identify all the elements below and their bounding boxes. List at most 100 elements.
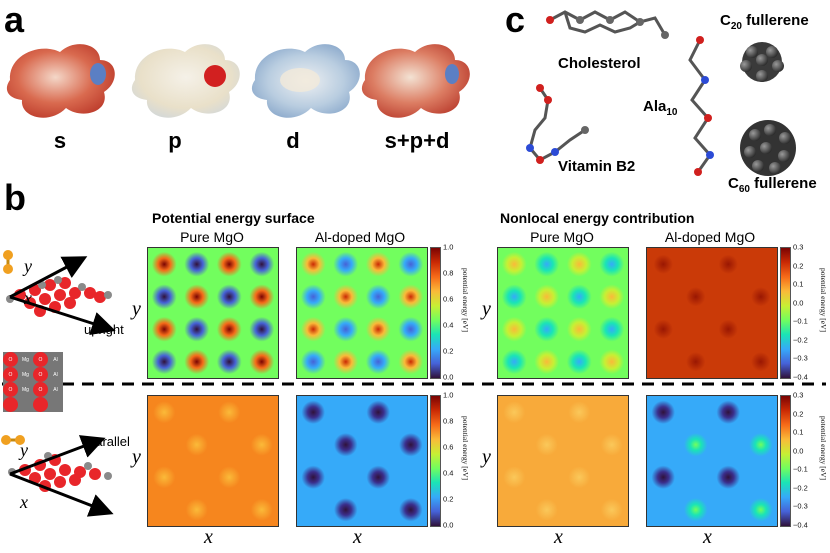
colorbar-tick: 0.2 bbox=[443, 346, 454, 356]
colorbar-tick: 1.0 bbox=[443, 390, 454, 400]
colorbar-nl-upright bbox=[780, 247, 791, 379]
colorbar-tick: 0.8 bbox=[443, 416, 454, 426]
orbital-label-d: d bbox=[286, 128, 300, 153]
y-axis-label-nl-upright: y bbox=[482, 298, 491, 320]
upright-substrate-atoms bbox=[6, 276, 112, 317]
colorbar-tick: −0.4 bbox=[793, 372, 808, 382]
colorbar-tick: 1.0 bbox=[443, 242, 454, 252]
x-axis-label-nl-al: x bbox=[703, 526, 712, 548]
upright-adsorption-schematic bbox=[3, 250, 116, 335]
orbital-spd-surface bbox=[361, 44, 470, 118]
lattice-atom: O bbox=[3, 382, 18, 397]
colorbar-tick: 0.0 bbox=[793, 446, 804, 456]
vitamin-b2-molecule bbox=[526, 84, 589, 164]
x-axis-label-pes-al: x bbox=[353, 526, 362, 548]
parallel-y-arrow bbox=[9, 435, 106, 476]
heatmap-nl-al-upright bbox=[646, 247, 778, 379]
dashed-separator bbox=[2, 382, 826, 386]
colorbar-tick: 0.3 bbox=[793, 242, 804, 252]
orbital-label-p: p bbox=[168, 128, 182, 153]
colorbar-label-nl-upright: potential energy [eV] bbox=[819, 268, 828, 333]
heatmap-pes-al-parallel bbox=[296, 395, 428, 527]
parallel-adsorbate bbox=[1, 435, 25, 445]
label-vitamin-b2: Vitamin B2 bbox=[558, 158, 636, 175]
parallel-x-arrow bbox=[9, 472, 114, 517]
colorbar-tick: 0.2 bbox=[793, 409, 804, 419]
orbital-label-s: s bbox=[53, 128, 67, 153]
parallel-y-label: y bbox=[20, 440, 28, 460]
orbital-density-row bbox=[6, 44, 470, 118]
colorbar-tick: 0.3 bbox=[793, 390, 804, 400]
panel-a-letter: a bbox=[4, 0, 25, 40]
colorbar-tick: 0.8 bbox=[443, 268, 454, 278]
col-title-pes-pure: Pure MgO bbox=[180, 229, 244, 245]
colorbar-nl-parallel bbox=[780, 395, 791, 527]
upright-adsorbate bbox=[3, 250, 13, 274]
y-axis-label-pes-upright: y bbox=[132, 298, 141, 320]
lattice-atom bbox=[18, 397, 33, 412]
colorbar-label-pes-upright: potential energy [eV] bbox=[461, 268, 470, 333]
orbital-label-spd: s+p+d bbox=[384, 128, 450, 153]
nonlocal-section-title: Nonlocal energy contribution bbox=[500, 210, 695, 226]
panel-c-letter: c bbox=[505, 0, 526, 40]
colorbar-tick: −0.1 bbox=[793, 464, 808, 474]
colorbar-tick: 0.4 bbox=[443, 468, 454, 478]
colorbar-ticks-nl-parallel: 0.3 0.2 0.1 0.0 −0.1 −0.2 −0.3 −0.4 bbox=[793, 391, 830, 530]
colorbar-tick: −0.2 bbox=[793, 335, 808, 345]
colorbar-tick: −0.3 bbox=[793, 501, 808, 511]
colorbar-tick: −0.1 bbox=[793, 316, 808, 326]
label-ala10: Ala10 bbox=[643, 98, 678, 118]
col-title-nl-pure: Pure MgO bbox=[530, 229, 594, 245]
colorbar-pes-upright bbox=[430, 247, 441, 379]
heatmap-nl-pure-upright bbox=[497, 247, 629, 379]
colorbar-tick: 0.0 bbox=[443, 372, 454, 382]
lattice-atom: Al bbox=[53, 371, 58, 378]
col-title-pes-al: Al-doped MgO bbox=[314, 229, 406, 245]
lattice-atom: Mg bbox=[22, 386, 29, 393]
colorbar-pes-parallel bbox=[430, 395, 441, 527]
colorbar-tick: 0.2 bbox=[443, 494, 454, 504]
lattice-atom: Al bbox=[53, 386, 58, 393]
upright-x-label: x bbox=[24, 288, 32, 308]
heatmap-nl-pure-parallel bbox=[497, 395, 629, 527]
upright-label: upright bbox=[84, 322, 124, 337]
orbital-s-surface bbox=[6, 44, 115, 118]
colorbar-tick: 0.4 bbox=[443, 320, 454, 330]
y-axis-label-nl-parallel: y bbox=[482, 446, 491, 468]
lattice-atom: O bbox=[33, 367, 48, 382]
colorbar-tick: −0.2 bbox=[793, 483, 808, 493]
panel-b-letter: b bbox=[4, 177, 26, 218]
colorbar-tick: 0.1 bbox=[793, 427, 804, 437]
heatmap-pes-pure-upright bbox=[147, 247, 279, 379]
heatmap-nl-al-parallel bbox=[646, 395, 778, 527]
lattice-atom: Mg bbox=[22, 371, 29, 378]
colorbar-ticks-pes-upright: 1.0 0.8 0.6 0.4 0.2 0.0 bbox=[443, 243, 483, 382]
colorbar-tick: −0.4 bbox=[793, 520, 808, 530]
x-axis-label-pes-pure: x bbox=[204, 526, 213, 548]
c20-fullerene-molecule bbox=[740, 42, 784, 82]
lattice-atom: O bbox=[33, 382, 48, 397]
orbital-d-surface bbox=[251, 44, 360, 118]
lattice-atom bbox=[33, 397, 48, 412]
orbital-p-surface bbox=[131, 44, 240, 118]
colorbar-ticks-pes-parallel: 1.0 0.8 0.6 0.4 0.2 0.0 bbox=[443, 391, 483, 530]
cholesterol-molecule bbox=[546, 10, 669, 39]
colorbar-tick: 0.1 bbox=[793, 279, 804, 289]
upright-y-arrow bbox=[9, 256, 88, 299]
parallel-label: parallel bbox=[88, 434, 130, 449]
lattice-atom: Mg bbox=[22, 356, 29, 363]
lattice-atom bbox=[3, 397, 18, 412]
colorbar-tick: 0.6 bbox=[443, 442, 454, 452]
colorbar-tick: 0.6 bbox=[443, 294, 454, 304]
pes-section-title: Potential energy surface bbox=[152, 210, 315, 226]
y-axis-label-pes-parallel: y bbox=[132, 446, 141, 468]
upright-x-arrow bbox=[9, 295, 116, 335]
heatmap-pes-al-upright bbox=[296, 247, 428, 379]
label-cholesterol: Cholesterol bbox=[558, 55, 641, 72]
substrate-lattice: O Mg O Al O Mg O Al O Mg O Al bbox=[3, 352, 63, 412]
upright-y-label: y bbox=[24, 256, 32, 276]
label-c20-fullerene: C20 fullerene bbox=[720, 12, 809, 32]
lattice-atom: O bbox=[3, 367, 18, 382]
molecule-structures bbox=[526, 10, 796, 176]
parallel-x-label: x bbox=[20, 492, 28, 512]
